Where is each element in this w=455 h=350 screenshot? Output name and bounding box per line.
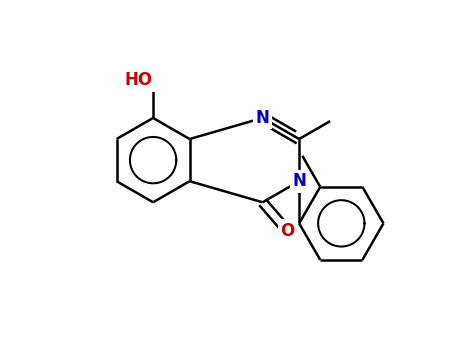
Text: O: O <box>280 222 294 240</box>
Text: N: N <box>256 109 269 127</box>
Text: HO: HO <box>125 71 153 89</box>
Text: N: N <box>292 172 306 190</box>
